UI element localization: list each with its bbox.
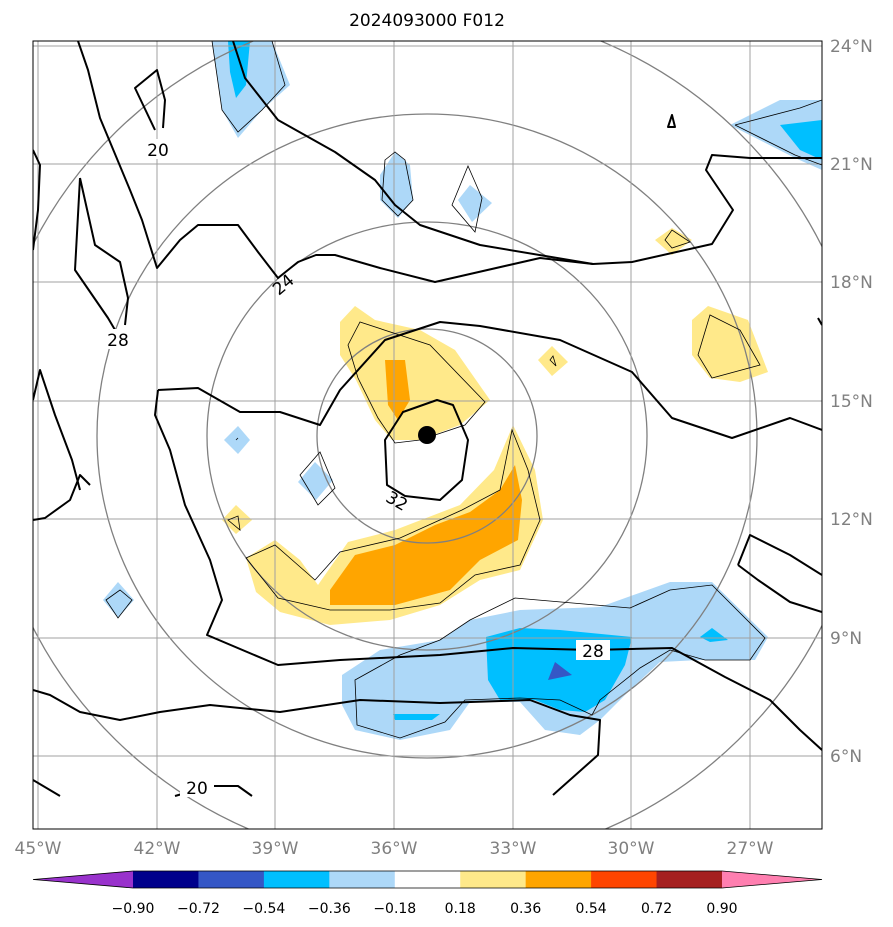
colorbar-segment: [133, 871, 199, 888]
colorbar-labels: −0.90 −0.72 −0.54 −0.36 −0.18 0.18 0.36 0.54 0.7…: [112, 901, 738, 917]
colorbar-segment: [329, 871, 396, 888]
lat-labels: 24°N 21°N 18°N 15°N 12°N 9°N 6°N: [830, 37, 873, 767]
colorbar-segment: [525, 871, 592, 888]
thin-contours: [105, 41, 822, 739]
colorbar-tick-label: 0.54: [576, 901, 607, 917]
colorbar-segment: [394, 871, 461, 888]
graticule: [33, 41, 822, 829]
lon-tick-label: 45°W: [15, 839, 62, 859]
lon-tick-label: 33°W: [490, 839, 537, 859]
colorbar: [32, 870, 823, 889]
lat-tick-label: 21°N: [830, 155, 873, 175]
colorbar-tick-label: −0.90: [112, 901, 155, 917]
colorbar-segment: [591, 871, 658, 888]
lon-tick-label: 27°W: [727, 839, 774, 859]
lat-tick-label: 18°N: [830, 273, 873, 293]
lon-tick-label: 39°W: [252, 839, 299, 859]
map-area: 20 28 24 32 28 20: [33, 41, 822, 829]
contour-label: 20: [186, 779, 208, 799]
figure-title: 2024093000 F012: [349, 11, 505, 31]
lat-tick-label: 12°N: [830, 510, 873, 530]
contour-label: 28: [107, 331, 129, 351]
range-rings: [33, 41, 822, 829]
lat-tick-label: 15°N: [830, 392, 873, 412]
colorbar-segment: [460, 871, 527, 888]
colorbar-outline: [32, 870, 823, 889]
colorbar-extend-low: [33, 871, 133, 888]
colorbar-tick-label: −0.18: [373, 901, 416, 917]
colorbar-tick-label: 0.90: [706, 901, 737, 917]
positive-shading: [222, 228, 768, 625]
colorbar-tick-label: 0.36: [510, 901, 541, 917]
colorbar-tick-label: 0.72: [641, 901, 672, 917]
colorbar-tick-label: −0.54: [242, 901, 285, 917]
lat-tick-label: 6°N: [830, 747, 862, 767]
lat-tick-label: 24°N: [830, 37, 873, 57]
colorbar-tick-label: 0.18: [445, 901, 476, 917]
lon-tick-label: 30°W: [608, 839, 655, 859]
colorbar-tick-label: −0.72: [177, 901, 220, 917]
lon-labels: 45°W 42°W 39°W 36°W 33°W 30°W 27°W: [15, 839, 774, 859]
storm-center-marker: [418, 426, 436, 444]
lon-tick-label: 36°W: [371, 839, 418, 859]
lat-tick-label: 9°N: [830, 629, 862, 649]
colorbar-segment: [263, 871, 330, 888]
colorbar-tick-label: −0.36: [308, 901, 351, 917]
colorbar-segment: [656, 871, 723, 888]
thick-contours: [33, 41, 822, 797]
negative-shading: [103, 41, 822, 740]
colorbar-segment: [198, 871, 265, 888]
map-frame: [32, 40, 823, 830]
lon-tick-label: 42°W: [134, 839, 181, 859]
colorbar-extend-high: [722, 871, 822, 888]
contour-label: 20: [147, 141, 169, 161]
contour-label: 28: [582, 642, 604, 662]
